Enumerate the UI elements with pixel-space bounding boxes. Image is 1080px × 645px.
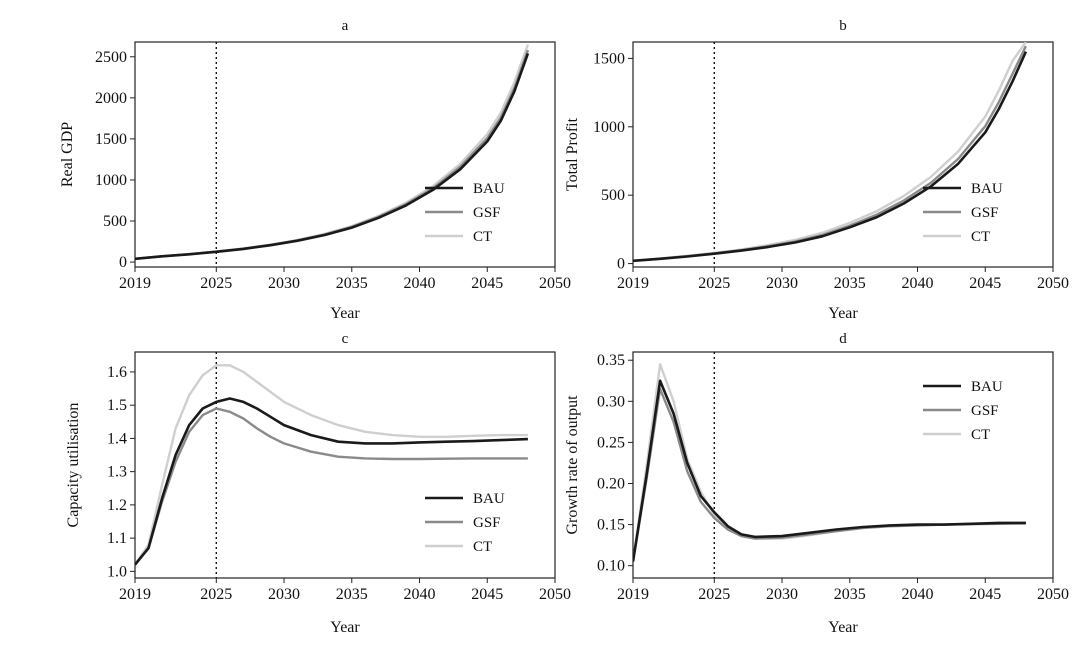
legend: BAU GSF CT: [425, 491, 505, 555]
series-line-bau: [135, 397, 528, 566]
y-tick-label: 0.20: [597, 475, 625, 492]
plot-frame: [134, 41, 556, 268]
x-tick-label: 2025: [200, 586, 232, 603]
series-line-ct: [135, 44, 530, 260]
legend: BAU GSF CT: [923, 379, 1003, 443]
y-tick-label: 1.1: [107, 530, 127, 547]
legend-label-gsf: GSF: [473, 205, 501, 221]
x-tick-label: 2045: [471, 586, 503, 603]
panel-b: b 2019 2025 2030 2035 2040 2045 2050 0 500 1000 150…: [564, 18, 1069, 322]
y-axis-label: Total Profit: [564, 117, 581, 191]
series-line-bau: [633, 51, 1028, 263]
series-line-ct: [633, 42, 1027, 262]
y-tick-label: 0: [119, 254, 127, 271]
x-tick-label: 2040: [902, 586, 934, 603]
legend-label-ct: CT: [971, 229, 990, 245]
panel-a: a 2019 2025 2030 2035 2040 2045 2050 0 500 1000 150…: [59, 18, 571, 322]
legend: BAU GSF CT: [425, 181, 505, 245]
x-tick-label: 2040: [404, 275, 436, 292]
series-line-bau: [633, 379, 1026, 562]
x-tick-label: 2025: [698, 586, 730, 603]
y-tick-label: 500: [103, 213, 127, 230]
y-tick-label: 1.2: [107, 497, 127, 514]
plot-frame: [632, 351, 1054, 579]
x-tick-label: 2030: [268, 275, 300, 292]
plot-frame: [134, 351, 556, 579]
x-axis-label: Year: [330, 619, 360, 636]
x-tick-label: 2045: [969, 586, 1001, 603]
legend-label-gsf: GSF: [473, 515, 501, 531]
legend-label-gsf: GSF: [971, 205, 999, 221]
series-line-bau: [135, 53, 530, 261]
legend: BAU GSF CT: [923, 181, 1003, 245]
y-axis-label: Capacity utilisation: [65, 403, 82, 528]
y-axis-label: Real GDP: [59, 122, 76, 187]
x-tick-label: 2050: [1037, 586, 1069, 603]
y-tick-label: 500: [601, 187, 625, 204]
legend-label-bau: BAU: [473, 491, 505, 507]
y-tick-label: 1.3: [107, 464, 127, 481]
y-tick-label: 1.5: [107, 397, 127, 414]
y-tick-label: 1.4: [107, 430, 127, 447]
x-tick-label: 2040: [902, 275, 934, 292]
y-tick-label: 1500: [95, 131, 127, 148]
panel-title: a: [342, 18, 349, 34]
y-tick-label: 2500: [95, 49, 127, 66]
x-tick-label: 2030: [766, 586, 798, 603]
x-tick-label: 2030: [766, 275, 798, 292]
x-tick-label: 2030: [268, 586, 300, 603]
y-tick-label: 1000: [593, 119, 625, 136]
series-line-gsf: [135, 407, 528, 566]
y-tick-label: 2000: [95, 90, 127, 107]
y-tick-label: 1.0: [107, 563, 127, 580]
legend-label-ct: CT: [971, 427, 990, 443]
x-tick-label: 2025: [200, 275, 232, 292]
legend-label-bau: BAU: [473, 181, 505, 197]
plot-frame: [632, 41, 1054, 268]
x-tick-label: 2019: [119, 275, 151, 292]
x-tick-label: 2050: [1037, 275, 1069, 292]
x-tick-label: 2045: [969, 275, 1001, 292]
legend-label-gsf: GSF: [971, 403, 999, 419]
y-tick-label: 1.6: [107, 364, 127, 381]
x-tick-label: 2045: [471, 275, 503, 292]
panel-title: d: [839, 331, 847, 347]
legend-label-bau: BAU: [971, 181, 1003, 197]
y-tick-label: 0: [617, 256, 625, 273]
x-tick-label: 2050: [539, 586, 571, 603]
y-tick-label: 0.35: [597, 352, 625, 369]
x-axis-label: Year: [330, 305, 360, 322]
panel-d: d 2019 2025 2030 2035 2040 2045 2050 0.10 0.15 0.2…: [564, 331, 1069, 636]
x-tick-label: 2050: [539, 275, 571, 292]
x-tick-label: 2035: [336, 275, 368, 292]
panel-title: c: [342, 331, 349, 347]
y-tick-label: 0.30: [597, 393, 625, 410]
x-tick-label: 2025: [698, 275, 730, 292]
y-tick-label: 0.10: [597, 558, 625, 575]
x-tick-label: 2035: [336, 586, 368, 603]
legend-label-bau: BAU: [971, 379, 1003, 395]
x-tick-label: 2019: [617, 586, 649, 603]
panel-title: b: [839, 18, 847, 34]
y-tick-label: 0.25: [597, 434, 625, 451]
x-tick-label: 2035: [834, 275, 866, 292]
y-tick-label: 0.15: [597, 517, 625, 534]
x-tick-label: 2040: [404, 586, 436, 603]
series-line-ct: [135, 364, 528, 566]
x-tick-label: 2019: [119, 586, 151, 603]
y-axis-label: Growth rate of output: [564, 395, 581, 535]
legend-label-ct: CT: [473, 229, 492, 245]
x-tick-label: 2019: [617, 275, 649, 292]
y-tick-label: 1500: [593, 50, 625, 67]
legend-label-ct: CT: [473, 539, 492, 555]
x-axis-label: Year: [828, 619, 858, 636]
panel-c: c 2019 2025 2030 2035 2040 2045 2050 1.0 1.1 1.2 1.…: [65, 331, 571, 636]
x-tick-label: 2035: [834, 586, 866, 603]
y-tick-label: 1000: [95, 172, 127, 189]
x-axis-label: Year: [828, 305, 858, 322]
